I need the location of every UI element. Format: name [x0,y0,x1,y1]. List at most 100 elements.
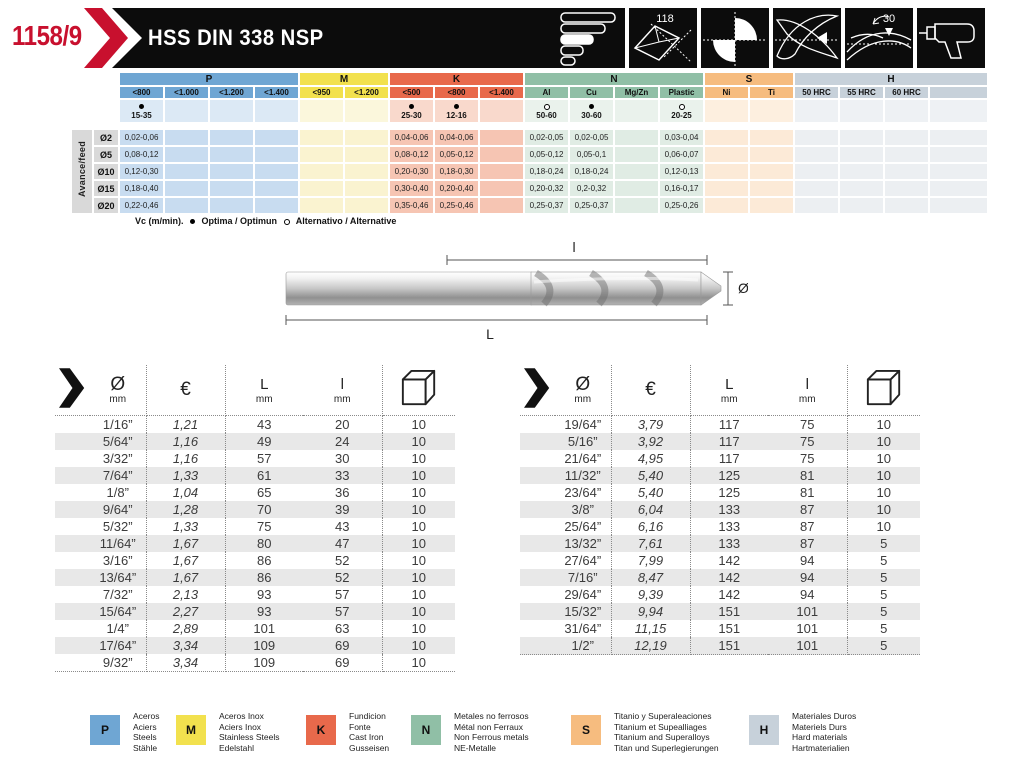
part-total-length: 133 [718,536,741,551]
feed-value-cell [480,147,523,162]
legend-text: Fundicion Fonte Cast Iron Gusseisen [349,711,390,753]
feed-row: Ø15 0,18-0,40 0,30-0,40 0,20-0,40 0,20-0,32 0… [72,181,987,196]
title-bar: HSS DIN 338 NSP [112,8,557,68]
part-size: 3/16” [90,552,147,569]
feed-value-cell [255,147,298,162]
part-pack-qty: 10 [382,654,455,672]
speed-subheader: Al [525,87,568,98]
legend-text: Metales no ferrosos Métal non Ferraux Non … [454,711,529,753]
part-size: 5/32” [90,518,147,535]
price-table-header: Ø mm € L mm l mm [55,365,455,416]
package-icon [847,365,920,416]
part-price: 1,67 [146,552,226,569]
part-pack-qty: 10 [411,468,426,483]
part-size: 15/32” [555,603,612,620]
vc-value-cell [345,100,388,122]
part-price: 2,13 [146,586,226,603]
chevron-icon [55,365,90,416]
feed-value-cell: 0,18-0,24 [525,164,568,179]
part-total-length: 117 [718,451,740,466]
diameter-row-label: Ø15 [94,181,118,196]
feed-value-cell: 0,12-0,30 [120,164,163,179]
optimal-label: Optima / Optimun [201,216,278,226]
row-lead-cell [55,569,90,586]
part-size: 9/32” [90,654,147,672]
part-size: 13/32” [555,535,612,552]
part-flute-length: 69 [303,654,383,672]
row-lead-cell [55,416,90,434]
feed-row: Ø20 0,22-0,46 0,35-0,46 0,25-0,46 0,25-0,37 0… [72,198,987,213]
part-total-length: 75 [257,519,272,534]
feed-value-cell: 0,04-0,06 [435,130,478,145]
part-pack-qty: 10 [411,519,426,534]
diameter-row-label: Ø20 [94,198,118,213]
part-total-length: 86 [257,570,272,585]
row-lead-cell [55,433,90,450]
part-row: 5/64” 1,16 49 24 10 [55,433,455,450]
feed-value-cell: 0,22-0,46 [120,198,163,213]
part-pack-qty: 10 [876,502,891,517]
speed-subheader: <950 [300,87,343,98]
part-row: 7/64” 1,33 61 33 10 [55,467,455,484]
legend-text: Materiales Duros Materiels Durs Hard mater… [792,711,857,753]
row-lead-cell [520,501,555,518]
part-price: 12,19 [611,637,691,655]
part-price: 1,16 [146,450,226,467]
part-row: 31/64” 11,15 151 101 5 [520,620,920,637]
feed-value-cell [345,147,388,162]
drill-flutes [530,271,702,306]
part-flute-length: 101 [768,603,848,620]
feed-value-cell [255,181,298,196]
spacer-cell [72,87,118,98]
part-total-length: 125 [718,485,741,500]
row-lead-cell [55,518,90,535]
part-size: 11/64” [90,535,147,552]
col-diameter: Ø mm [90,365,147,416]
drill-diagram: l L Ø [285,240,748,342]
part-size: 1/16” [90,415,147,433]
part-flute-length: 87 [768,518,848,535]
feed-value-cell [255,198,298,213]
feed-value-cell [930,147,987,162]
feed-value-cell: 0,04-0,06 [390,130,433,145]
row-lead-cell [55,637,90,654]
legend-item-N: N Metales no ferrosos Métal non Ferraux Non… [411,711,529,753]
legend-text: Aceros Inox Aciers Inox Stainless Steels Ed… [219,711,280,753]
row-lead-cell [55,654,90,672]
vc-value-cell: 12-16 [435,100,478,122]
legend-text: Titanio y Superaleaciones Titanium et Sup… [614,711,719,753]
part-pack-qty: 5 [880,536,888,551]
speed-subheader: <800 [120,87,163,98]
part-price: 1,33 [146,467,226,484]
part-pack-qty: 10 [876,519,891,534]
feed-value-cell [795,147,838,162]
part-total-length: 57 [257,451,272,466]
part-price: 5,40 [611,484,691,501]
feed-value-cell [210,164,253,179]
material-group-K: K [390,73,523,85]
feed-value-cell: 0,20-0,32 [525,181,568,196]
col-price: € [611,365,691,416]
speed-subheader: Cu [570,87,613,98]
vc-value-cell [480,100,523,122]
part-size: 7/32” [90,586,147,603]
part-price: 8,47 [611,569,691,586]
feed-value-cell [480,181,523,196]
feed-value-cell [300,147,343,162]
part-price: 3,92 [611,433,691,450]
part-flute-length: 57 [303,586,383,603]
part-price: 1,28 [146,501,226,518]
part-total-length: 142 [718,553,741,568]
part-price: 7,99 [611,552,691,569]
helix-angle-icon: 30 [845,8,913,68]
diameter-label: Ø [738,280,748,296]
part-size: 5/64” [90,433,147,450]
part-flute-length: 101 [768,620,848,637]
shank-sizes-icon [557,8,625,68]
feed-row: Ø10 0,12-0,30 0,20-0,30 0,18-0,30 0,18-0,24 0… [72,164,987,179]
legend-item-P: P Aceros Aciers Steels Stähle [90,711,159,753]
col-total-length: L mm [690,365,768,416]
part-pack-qty: 10 [411,604,426,619]
part-flute-length: 87 [768,535,848,552]
part-row: 7/32” 2,13 93 57 10 [55,586,455,603]
